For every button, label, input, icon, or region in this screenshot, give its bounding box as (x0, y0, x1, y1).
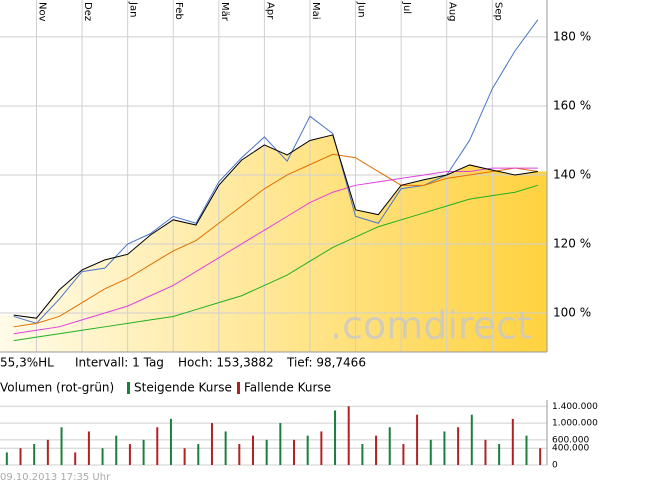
volume-bar (142, 439, 145, 465)
x-tick-label: Jul (401, 1, 412, 14)
volume-bar (224, 431, 227, 465)
x-tick-label: Mär (219, 2, 230, 22)
volume-bar (511, 418, 514, 465)
series-line (13, 153, 538, 328)
volume-bar (46, 439, 49, 465)
volume-bar (539, 448, 542, 465)
x-tick-label: Mai (310, 2, 321, 20)
volume-bar (388, 427, 391, 465)
y-tick-label: 140 % (553, 167, 591, 181)
y-tick-label: 160 % (553, 98, 591, 112)
volume-bar (525, 435, 528, 465)
volume-bar (210, 423, 213, 465)
x-tick-label: Nov (36, 2, 47, 22)
price-area (0, 134, 547, 352)
volume-bar (87, 431, 90, 465)
y-tick-label: 180 % (553, 29, 591, 43)
volume-plot (0, 400, 547, 465)
x-tick-label: Feb (173, 2, 184, 20)
y-tick-label: 100 % (553, 306, 591, 320)
volume-bar (375, 435, 378, 465)
volume-bar (197, 444, 200, 465)
volume-bar (361, 444, 364, 465)
volume-bar (33, 444, 36, 465)
volume-bar (128, 444, 131, 465)
stat-text: Hoch: 153,3882 (178, 356, 274, 370)
volume-bar (498, 444, 501, 465)
y-tick-label: 1.400.000 (552, 402, 598, 412)
volume-bar (115, 435, 118, 465)
watermark: .comdirect (330, 304, 532, 348)
volume-bar (101, 448, 104, 465)
x-tick-label: Jan (128, 1, 139, 17)
volume-bar (293, 439, 296, 465)
x-tick-label: Dez (82, 2, 93, 21)
volume-bar (5, 452, 8, 465)
stat-text: 55,3%HL (0, 356, 54, 370)
volume-bar (169, 418, 172, 465)
volume-bar (156, 427, 159, 465)
y-tick-label: 600.000 (552, 435, 589, 445)
volume-bar (19, 448, 22, 465)
stat-text: Intervall: 1 Tag (75, 356, 164, 370)
series-line (13, 167, 538, 335)
volume-title: Volumen (rot-grün) (0, 381, 114, 395)
legend-label: Fallende Kurse (244, 381, 331, 395)
volume-bar (457, 427, 460, 465)
y-tick-label: 1.000.000 (552, 419, 598, 429)
x-tick-label: Apr (264, 2, 275, 20)
volume-bar (443, 431, 446, 465)
y-tick-label: 0 (552, 461, 558, 471)
volume-bar (484, 439, 487, 465)
volume-bar (416, 414, 419, 465)
volume-bar (320, 431, 323, 465)
series-line (13, 19, 539, 324)
volume-bar (470, 414, 473, 465)
legend-swatch (237, 382, 240, 394)
volume-bar (306, 435, 309, 465)
volume-bar (251, 435, 254, 465)
volume-bar (402, 444, 405, 465)
volume-bar (279, 423, 282, 465)
footer: 09.10.2013 17:35 Uhr (0, 472, 111, 483)
volume-bar (429, 439, 432, 465)
volume-bar (183, 448, 186, 465)
legend-swatch (127, 382, 130, 394)
series-line (13, 184, 539, 342)
volume-bar (334, 410, 337, 465)
stat-text: Tief: 98,7466 (286, 356, 366, 370)
x-tick-label: Aug (447, 2, 458, 22)
volume-bar (265, 439, 268, 465)
x-tick-label: Jun (356, 1, 367, 18)
x-tick-label: Sep (492, 2, 503, 21)
series-line (13, 134, 538, 319)
y-tick-label: 120 % (553, 236, 591, 250)
volume-bar (74, 452, 77, 465)
volume-bar (60, 427, 63, 465)
y-tick-label: 400.000 (552, 444, 589, 454)
legend-label: Steigende Kurse (134, 381, 232, 395)
volume-bar (347, 406, 350, 465)
volume-bar (238, 444, 241, 465)
